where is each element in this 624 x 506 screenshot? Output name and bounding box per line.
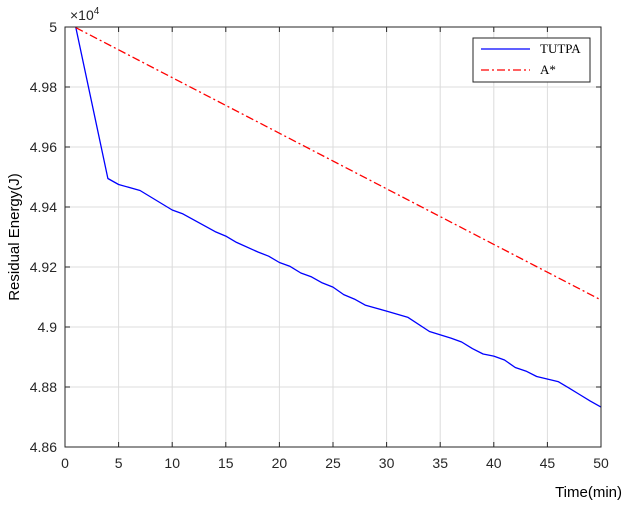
y-tick-label: 4.96: [30, 139, 57, 155]
x-tick-label: 25: [325, 455, 341, 471]
x-tick-label: 35: [432, 455, 448, 471]
x-tick-label: 0: [61, 455, 69, 471]
y-tick-label: 4.94: [30, 199, 57, 215]
series-group: [75, 26, 602, 408]
x-tick-label: 10: [164, 455, 180, 471]
y-tick-label: 4.98: [30, 79, 57, 95]
series-line-astar: [75, 27, 602, 301]
y-multiplier: ×104: [70, 6, 100, 23]
x-tick-label: 40: [486, 455, 502, 471]
legend-label-astar: A*: [540, 62, 556, 77]
y-tick-label: 4.86: [30, 439, 57, 455]
y-tick-label: 4.88: [30, 379, 57, 395]
x-tick-label: 20: [272, 455, 288, 471]
x-tick-label: 15: [218, 455, 234, 471]
y-axis-label: Residual Energy(J): [6, 173, 23, 301]
y-tick-label: 4.9: [38, 319, 58, 335]
legend-label-tutpa: TUTPA: [540, 41, 581, 56]
x-tick-label: 30: [379, 455, 395, 471]
x-tick-label: 45: [540, 455, 556, 471]
series-line-tutpa: [75, 26, 602, 408]
x-tick-label: 5: [115, 455, 123, 471]
y-tick-label: 5: [49, 19, 57, 35]
legend: TUTPA A*: [472, 37, 591, 83]
x-tick-label: 50: [593, 455, 609, 471]
y-axis-ticks: 4.86 4.88 4.9 4.92 4.94 4.96 4.98 5: [30, 19, 601, 455]
x-axis-label: Time(min): [555, 484, 622, 501]
legend-box: [472, 37, 591, 83]
x-axis-ticks: 0 5 10 15 20 25 30 35 40 45 50: [61, 27, 609, 471]
y-tick-label: 4.92: [30, 259, 57, 275]
